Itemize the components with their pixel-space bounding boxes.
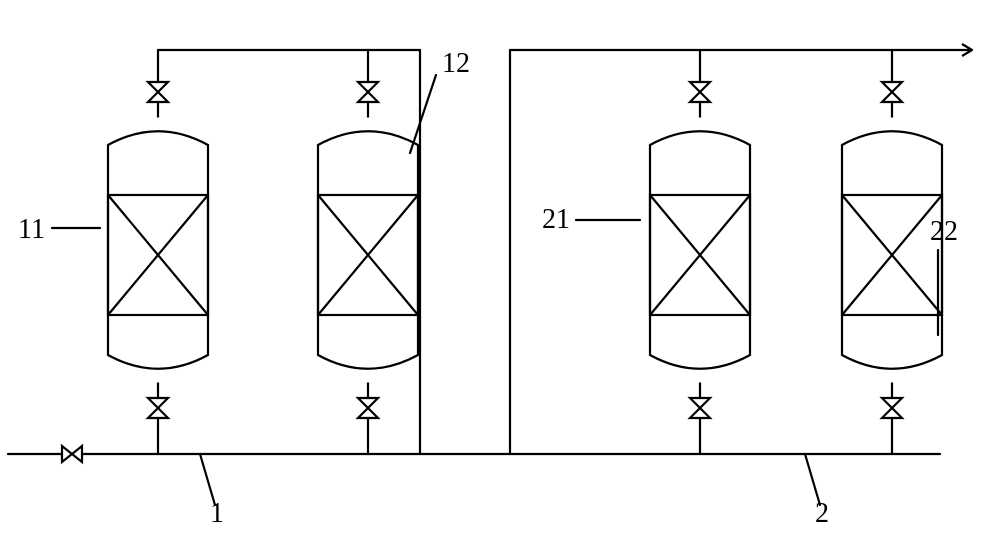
vessel-11-shell <box>108 131 208 369</box>
bottom-valve-2-tri <box>358 408 378 418</box>
vessel-22-shell <box>842 131 942 369</box>
label-v12: 12 <box>442 48 470 79</box>
vessel-21 <box>650 112 750 389</box>
top-valve-2 <box>358 82 378 102</box>
top-valve-3 <box>690 82 710 102</box>
bottom-valve-1 <box>148 398 168 418</box>
label-g2: 2 <box>815 498 829 529</box>
leader-12 <box>410 75 436 153</box>
bottom-valve-1-tri <box>148 408 168 418</box>
vessel-12 <box>318 112 418 389</box>
label-v21: 21 <box>542 204 570 235</box>
label-g1: 1 <box>210 498 224 529</box>
top-valve-4 <box>882 82 902 102</box>
vessel-11 <box>108 112 208 389</box>
bottom-valve-4 <box>882 398 902 418</box>
top-valve-1 <box>148 82 168 102</box>
label-v22: 22 <box>930 216 958 247</box>
top-valve-3-tri <box>690 92 710 102</box>
bottom-valve-3 <box>690 398 710 418</box>
inlet-valve <box>62 446 82 462</box>
top-valve-2-tri <box>358 92 378 102</box>
bottom-valve-3-tri <box>690 408 710 418</box>
top-valve-4-tri <box>882 92 902 102</box>
label-v11: 11 <box>18 214 45 245</box>
vessel-21-shell <box>650 131 750 369</box>
bottom-valve-2 <box>358 398 378 418</box>
vessel-22 <box>842 112 942 389</box>
vessel-12-shell <box>318 131 418 369</box>
bottom-valve-4-tri <box>882 408 902 418</box>
top-valve-1-tri <box>148 92 168 102</box>
inlet-valve-tri <box>72 446 82 462</box>
